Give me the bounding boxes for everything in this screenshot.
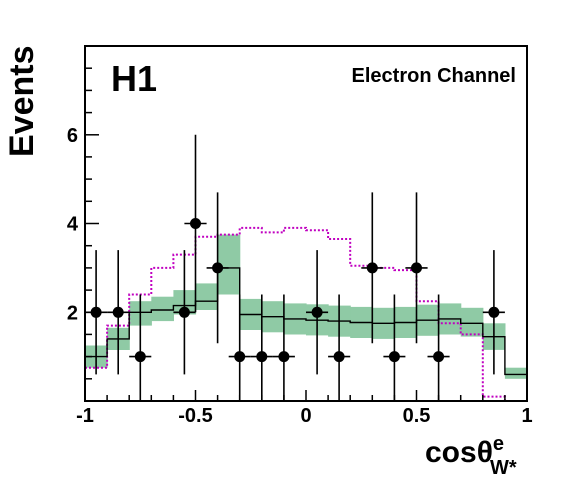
x-axis-label-superscript: e	[493, 433, 504, 455]
data-point	[333, 351, 345, 363]
data-point	[366, 262, 378, 274]
data-point	[388, 351, 400, 363]
data-point	[411, 262, 422, 274]
data-point	[134, 351, 146, 363]
x-axis-label-subscript: W*	[490, 457, 517, 477]
x-axis-label-main: cosθ	[425, 436, 493, 469]
data-point	[433, 351, 445, 363]
data-point	[190, 218, 201, 229]
y-tick-label: 6	[67, 125, 78, 147]
x-tick-label: 0.5	[403, 405, 431, 427]
x-tick-label: 0	[300, 405, 311, 427]
data-point	[212, 262, 224, 274]
dotted-histogram-layer	[85, 226, 527, 402]
channel-label: Electron Channel	[352, 65, 516, 87]
data-point	[234, 351, 246, 363]
uncertainty-band-bin	[217, 234, 241, 295]
uncertainty-band-bin	[195, 283, 219, 310]
data-point	[178, 306, 190, 318]
uncertainty-band-bin	[504, 367, 528, 379]
data-point	[311, 306, 323, 318]
data-point	[488, 306, 500, 318]
dotted-histogram-line	[85, 226, 527, 402]
x-tick-label: -0.5	[178, 405, 212, 427]
uncertainty-band-bin	[460, 307, 484, 337]
plot-frame-layer: -1 -0.5 0 0.5 1 2 4 6	[67, 45, 533, 427]
uncertainty-band-bin	[151, 296, 174, 322]
plot-frame	[84, 45, 528, 402]
step-histogram-layer	[85, 267, 527, 376]
step-histogram-line	[85, 267, 527, 376]
data-point	[256, 351, 268, 363]
data-points-layer	[85, 134, 505, 401]
data-point	[112, 306, 124, 318]
band-layer	[85, 234, 528, 379]
x-axis-label: cosθe W*	[425, 433, 517, 477]
y-tick-label: 2	[67, 302, 78, 324]
y-axis-label: Events	[3, 46, 41, 158]
experiment-label: H1	[111, 58, 157, 99]
x-tick-label: 1	[521, 405, 532, 427]
data-point	[278, 351, 290, 363]
y-tick-label: 4	[67, 214, 79, 236]
x-tick-label: -1	[76, 405, 94, 427]
